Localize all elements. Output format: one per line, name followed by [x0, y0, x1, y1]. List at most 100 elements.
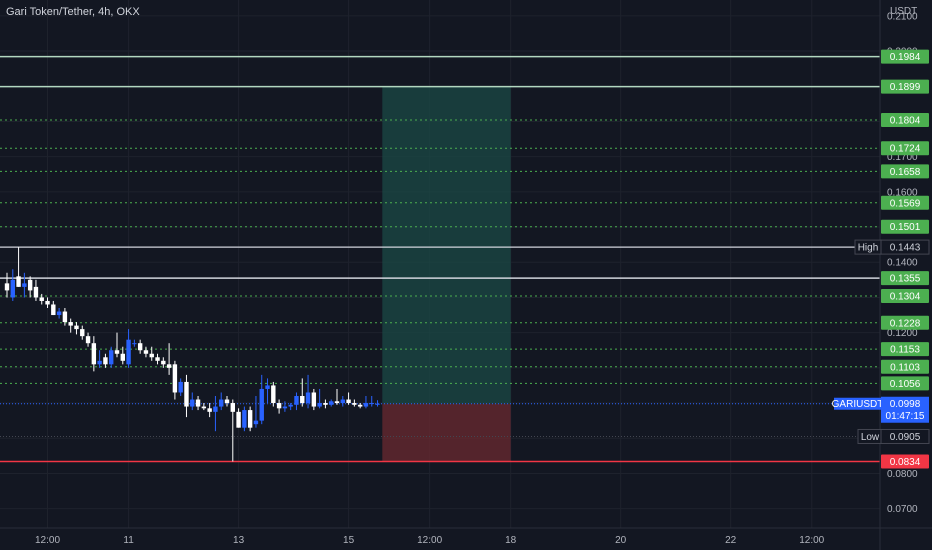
- candle-body: [195, 399, 201, 407]
- candle-body: [190, 399, 195, 407]
- level-tag-label: 0.1569: [890, 198, 921, 209]
- candle-body: [4, 283, 10, 291]
- horizontal-levels: [0, 55, 880, 463]
- time-tick-label: 18: [505, 535, 517, 546]
- candle-body: [276, 403, 282, 409]
- candlesticks: [4, 247, 380, 462]
- high-label: High: [858, 243, 879, 254]
- candle-body: [51, 304, 56, 316]
- candle-body: [369, 403, 374, 405]
- level-tag-label: 0.1153: [890, 345, 920, 356]
- candle-body: [126, 339, 131, 365]
- position-zones: [382, 86, 511, 462]
- level-tag-label: 0.1304: [890, 292, 921, 303]
- candle-body: [56, 311, 62, 316]
- candle-body: [27, 279, 33, 291]
- candle-body: [80, 329, 85, 337]
- level-tag-label: 0.1355: [890, 274, 921, 285]
- candle-body: [137, 343, 143, 351]
- high-value-box: [880, 239, 930, 255]
- price-tick-label: 0.1600: [887, 187, 918, 198]
- price-tick-label: 0.1200: [887, 328, 918, 339]
- level-tag: [881, 113, 929, 128]
- candle-body: [300, 396, 305, 404]
- candle-body: [201, 406, 207, 409]
- candle-body: [143, 350, 149, 354]
- candle-body: [91, 343, 97, 365]
- level-tag: [881, 219, 929, 234]
- candle-body: [155, 357, 160, 361]
- level-tag-label: 0.0834: [890, 457, 921, 468]
- level-tag-label: 0.1804: [890, 116, 921, 127]
- price-tick-label: 0.0700: [887, 504, 918, 515]
- profit-zone: [382, 86, 511, 404]
- candle-body: [352, 403, 357, 405]
- price-tick-label: 0.0800: [887, 469, 918, 480]
- level-tag-label: 0.1899: [890, 82, 921, 93]
- level-tag: [881, 141, 929, 156]
- symbol-tag: [834, 397, 881, 410]
- candle-body: [22, 283, 27, 287]
- time-tick-label: 20: [615, 535, 627, 546]
- candle-body: [97, 360, 102, 365]
- level-tag: [881, 454, 929, 469]
- candle-body: [85, 336, 91, 344]
- time-tick-label: 13: [233, 535, 245, 546]
- candle-body: [265, 385, 270, 389]
- chart-title: Gari Token/Tether, 4h, OKX: [6, 6, 140, 18]
- level-tag: [881, 376, 929, 391]
- candle-body: [120, 353, 125, 361]
- candle-body: [68, 322, 73, 326]
- candle-body: [16, 276, 21, 287]
- time-tick-label: 12:00: [417, 535, 442, 546]
- level-tag-label: 0.1724: [890, 144, 921, 155]
- low-value: 0.0905: [890, 432, 921, 443]
- candle-body: [103, 357, 108, 365]
- candle-body: [271, 385, 276, 404]
- candle-body: [253, 420, 259, 425]
- candle-body: [213, 406, 218, 412]
- time-tick-label: 22: [725, 535, 737, 546]
- level-tag-label: 0.1056: [890, 379, 921, 390]
- candle-body: [363, 403, 369, 407]
- candle-body: [114, 350, 120, 354]
- candle-body: [375, 403, 380, 405]
- level-tag: [881, 164, 929, 179]
- candle-body: [219, 399, 224, 407]
- candle-body: [166, 364, 172, 368]
- candle-body: [184, 381, 189, 407]
- level-tag-label: 0.1103: [890, 362, 920, 373]
- candle-body: [62, 311, 68, 323]
- candle-body: [247, 410, 253, 428]
- low-label: Low: [861, 432, 880, 443]
- time-tick-label: 12:00: [799, 535, 824, 546]
- candle-body: [39, 297, 44, 301]
- low-value-box: [880, 428, 930, 444]
- level-tag-label: 0.1501: [890, 222, 921, 233]
- candle-body: [132, 343, 137, 345]
- high-value: 0.1443: [890, 243, 921, 254]
- candle-body: [282, 406, 288, 409]
- candle-body: [357, 404, 363, 407]
- time-axis[interactable]: 12:00 11 13 15 12:00 18 20 22 12:00: [0, 527, 932, 546]
- time-tick-label: 15: [343, 535, 355, 546]
- current-price-tag: [881, 396, 929, 423]
- candle-body: [161, 360, 166, 365]
- candle-body: [74, 325, 79, 330]
- candle-body: [305, 392, 311, 404]
- level-tag: [881, 195, 929, 210]
- price-tick-label: 0.2100: [887, 11, 918, 22]
- candle-body: [230, 403, 235, 412]
- current-price-value: 0.0998: [890, 399, 921, 410]
- candle-body: [346, 399, 351, 404]
- candle-body: [329, 401, 334, 405]
- candle-body: [294, 396, 299, 405]
- level-tag: [881, 79, 929, 94]
- candle-body: [33, 286, 39, 298]
- level-tag: [881, 289, 929, 304]
- time-tick-label: 12:00: [35, 535, 60, 546]
- level-tag: [881, 359, 929, 374]
- candle-body: [334, 401, 340, 404]
- candle-body: [224, 399, 230, 404]
